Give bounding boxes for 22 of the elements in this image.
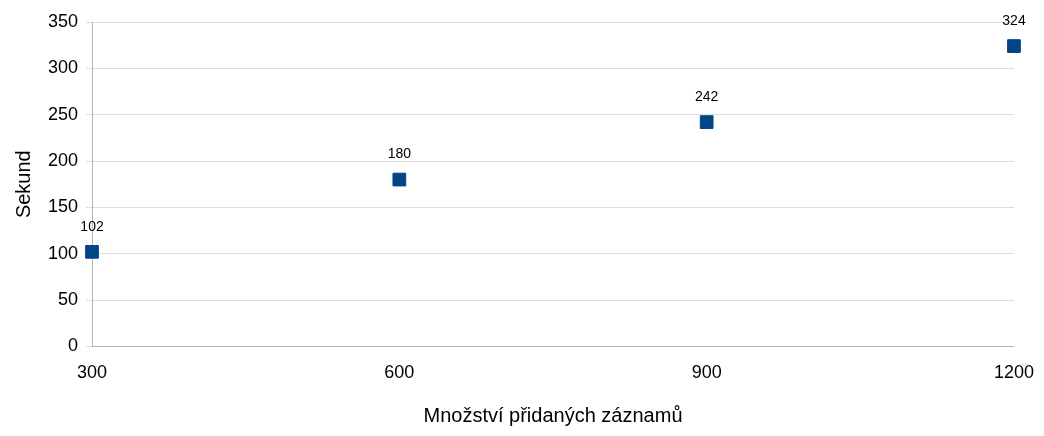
data-label: 324 [1002, 11, 1026, 28]
x-tick-label: 900 [691, 362, 722, 383]
point [699, 115, 714, 129]
point [1007, 39, 1021, 53]
x-tick-label: 1200 [993, 362, 1034, 383]
data-label: 242 [694, 87, 719, 104]
x-tick-label: 300 [77, 362, 108, 383]
x-tick-label: 600 [384, 362, 415, 383]
y-tick-label: 350 [47, 10, 79, 31]
y-tick-label: 300 [47, 57, 79, 78]
y-tick-label: 0 [68, 335, 79, 356]
y-axis-title: Sekund [11, 150, 34, 219]
x-axis-title: Množství přidaných záznamů [423, 403, 683, 426]
y-tick-label: 250 [47, 103, 79, 124]
y-tick-label: 100 [47, 242, 79, 263]
data-label: 180 [387, 145, 412, 162]
point [392, 172, 407, 187]
y-tick-label: 50 [58, 289, 79, 310]
y-tick-label: 150 [47, 196, 79, 217]
point [85, 245, 99, 259]
y-tick-label: 200 [47, 150, 79, 170]
data-label: 102 [80, 217, 104, 234]
